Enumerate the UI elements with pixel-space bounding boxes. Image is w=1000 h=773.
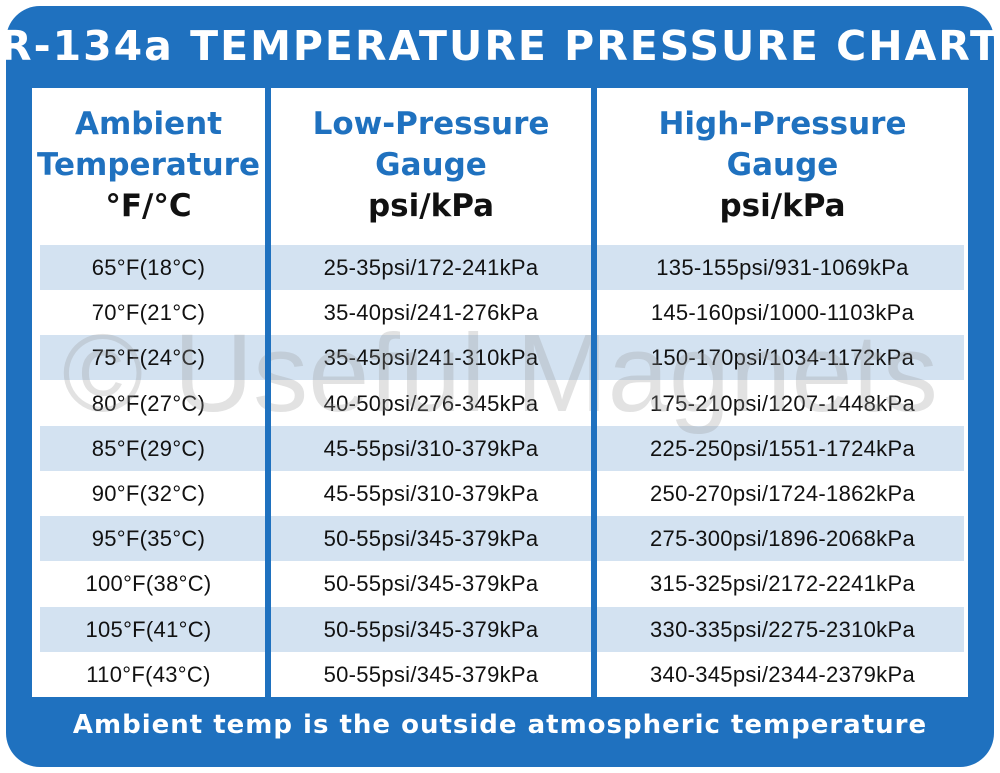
table-cell: 50-55psi/345-379kPa: [323, 616, 539, 642]
header-line: High-Pressure: [658, 106, 907, 142]
header-line: Low-Pressure: [312, 106, 550, 142]
column-header: High-Pressure Gauge psi/kPa: [597, 104, 968, 227]
table-cell: 80°F(27°C): [91, 390, 206, 416]
table-cell: 175-210psi/1207-1448kPa: [650, 390, 915, 416]
table-cell: 25-35psi/172-241kPa: [323, 255, 539, 280]
column-header: Low-Pressure Gauge psi/kPa: [271, 104, 591, 227]
table-cell: 90°F(32°C): [91, 481, 206, 506]
header-unit: psi/kPa: [367, 188, 494, 224]
table-cell: 100°F(38°C): [85, 571, 212, 597]
table-cell: 40-50psi/276-345kPa: [323, 390, 539, 416]
table-cell: 135-155psi/931-1069kPa: [656, 255, 909, 280]
table-cell: 35-45psi/241-310kPa: [323, 345, 539, 371]
column-divider: [591, 88, 597, 697]
table-cell: 150-170psi/1034-1172kPa: [650, 345, 915, 371]
header-unit: psi/kPa: [719, 188, 846, 224]
header-line: Gauge: [375, 147, 487, 183]
table-cell: 85°F(29°C): [91, 435, 206, 461]
table-cell: 105°F(41°C): [85, 616, 212, 642]
table-cell: 275-300psi/1896-2068kPa: [650, 526, 915, 552]
header-line: Temperature: [37, 147, 260, 183]
column-divider: [265, 88, 271, 697]
header-line: Ambient: [74, 106, 223, 142]
table-cell: 50-55psi/345-379kPa: [323, 526, 539, 552]
table-cell: 45-55psi/310-379kPa: [323, 435, 539, 461]
row-stripe: [40, 245, 964, 290]
row-stripe: [40, 606, 964, 652]
table-cell: 330-335psi/2275-2310kPa: [650, 616, 915, 642]
table-cell: 75°F(24°C): [91, 345, 206, 371]
table-cell: 65°F(18°C): [91, 255, 206, 280]
table-cell: 35-40psi/241-276kPa: [323, 300, 539, 326]
table-cell: 340-345psi/2344-2379kPa: [650, 661, 915, 687]
header-unit: °F/°C: [105, 188, 192, 224]
footer-note: Ambient temp is the outside atmospheric …: [72, 710, 928, 740]
row-stripe: [40, 516, 964, 562]
table-cell: 45-55psi/310-379kPa: [323, 481, 539, 506]
table-cell: 145-160psi/1000-1103kPa: [650, 300, 915, 326]
table-panel: [32, 88, 968, 697]
table-cell: 250-270psi/1724-1862kPa: [650, 481, 915, 506]
table-cell: 50-55psi/345-379kPa: [323, 661, 539, 687]
table-cell: 110°F(43°C): [86, 661, 211, 687]
column-header: Ambient Temperature °F/°C: [32, 104, 265, 227]
table-cell: 315-325psi/2172-2241kPa: [650, 571, 915, 597]
header-line: Gauge: [726, 147, 839, 183]
table-cell: 225-250psi/1551-1724kPa: [650, 435, 915, 461]
title: R-134a TEMPERATURE PRESSURE CHART: [0, 22, 1000, 70]
table-cell: 50-55psi/345-379kPa: [323, 571, 539, 597]
watermark: © Useful Magnets: [62, 312, 938, 435]
table-cell: 95°F(35°C): [91, 526, 206, 552]
table-cell: 70°F(21°C): [91, 300, 206, 326]
row-stripe: [40, 425, 964, 471]
row-stripe: [40, 335, 964, 381]
